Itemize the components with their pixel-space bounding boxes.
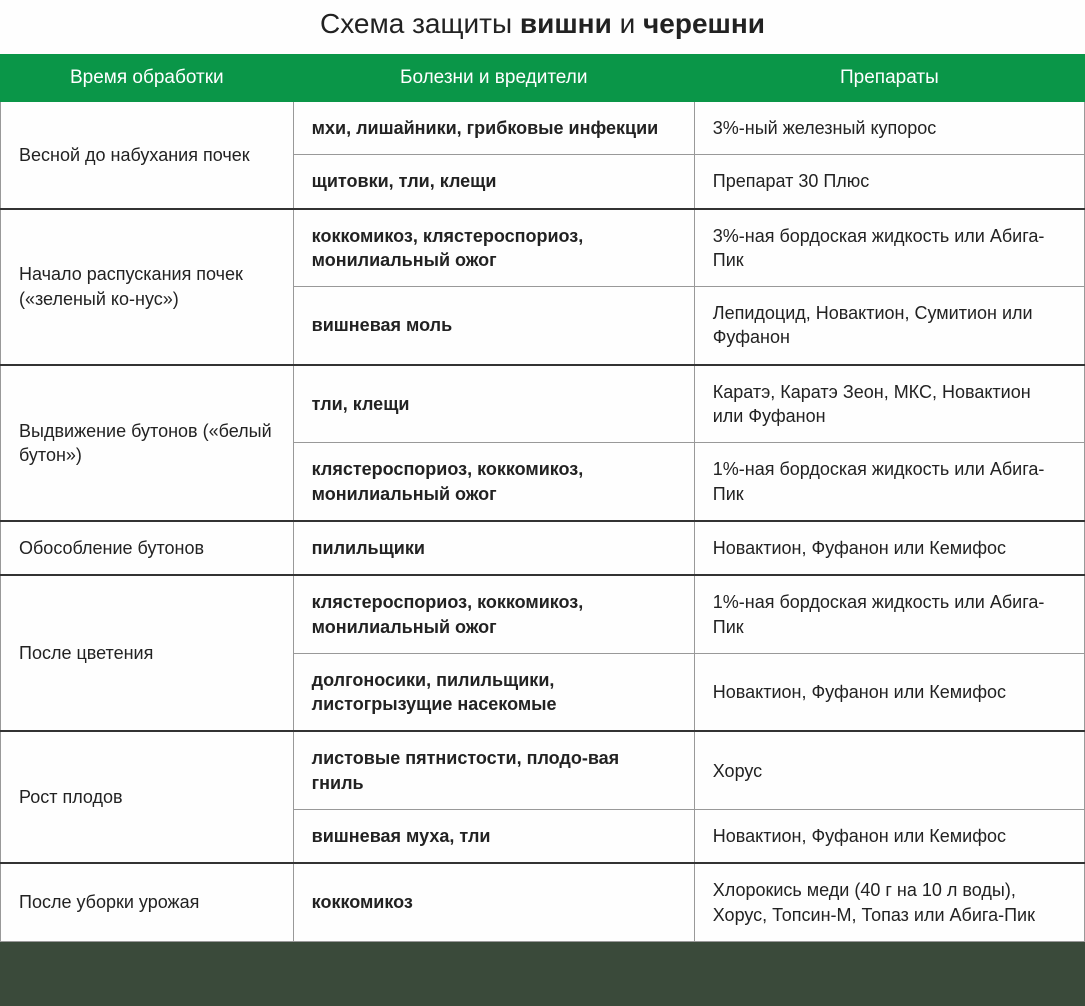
table-header-row: Время обработки Болезни и вредители Преп… [1, 55, 1085, 102]
table-row: Весной до набухания почекмхи, лишайники,… [1, 102, 1085, 155]
cell-prep: 1%-ная бордоская жидкость или Абига-Пик [694, 443, 1084, 521]
cell-prep: 3%-ный железный купорос [694, 102, 1084, 155]
cell-disease: вишневая моль [293, 287, 694, 365]
cell-disease: листовые пятнистости, плодо-вая гниль [293, 731, 694, 809]
title-prefix: Схема защиты [320, 8, 520, 39]
cell-disease: долгоносики, пилильщики, листогрызущие н… [293, 653, 694, 731]
header-timing: Время обработки [1, 55, 294, 102]
title-bold-2: черешни [643, 8, 765, 39]
cell-timing: Выдвижение бутонов («белый бутон») [1, 365, 294, 521]
header-prep: Препараты [694, 55, 1084, 102]
title-bold-1: вишни [520, 8, 612, 39]
cell-timing: Рост плодов [1, 731, 294, 863]
table-row: Рост плодовлистовые пятнистости, плодо-в… [1, 731, 1085, 809]
table-row: После уборки урожаякоккомикозХлорокись м… [1, 863, 1085, 941]
cell-disease: вишневая муха, тли [293, 810, 694, 864]
cell-prep: 1%-ная бордоская жидкость или Абига-Пик [694, 575, 1084, 653]
cell-disease: коккомикоз [293, 863, 694, 941]
table-row: Обособление бутоновпилильщикиНовактион, … [1, 521, 1085, 575]
title-mid: и [612, 8, 643, 39]
table-container: Схема защиты вишни и черешни Время обраб… [0, 0, 1085, 942]
table-body: Весной до набухания почекмхи, лишайники,… [1, 102, 1085, 942]
cell-timing: После цветения [1, 575, 294, 731]
table-row: После цветенияклястероспориоз, коккомико… [1, 575, 1085, 653]
cell-timing: Обособление бутонов [1, 521, 294, 575]
cell-prep: Новактион, Фуфанон или Кемифос [694, 810, 1084, 864]
cell-prep: 3%-ная бордоская жидкость или Абига-Пик [694, 209, 1084, 287]
cell-disease: клястероспориоз, коккомикоз, монилиальны… [293, 443, 694, 521]
page-title: Схема защиты вишни и черешни [0, 0, 1085, 54]
table-row: Выдвижение бутонов («белый бутон»)тли, к… [1, 365, 1085, 443]
table-row: Начало распускания почек («зеленый ко-ну… [1, 209, 1085, 287]
cell-disease: коккомикоз, клястероспориоз, монилиальны… [293, 209, 694, 287]
cell-disease: тли, клещи [293, 365, 694, 443]
cell-prep: Лепидоцид, Новактион, Сумитион или Фуфан… [694, 287, 1084, 365]
cell-timing: Начало распускания почек («зеленый ко-ну… [1, 209, 294, 365]
cell-prep: Новактион, Фуфанон или Кемифос [694, 653, 1084, 731]
cell-timing: Весной до набухания почек [1, 102, 294, 209]
cell-prep: Каратэ, Каратэ Зеон, МКС, Новактион или … [694, 365, 1084, 443]
header-disease: Болезни и вредители [293, 55, 694, 102]
cell-disease: мхи, лишайники, грибковые инфекции [293, 102, 694, 155]
cell-disease: клястероспориоз, коккомикоз, монилиальны… [293, 575, 694, 653]
cell-disease: щитовки, тли, клещи [293, 155, 694, 209]
cell-prep: Хлорокись меди (40 г на 10 л воды), Хору… [694, 863, 1084, 941]
cell-prep: Хорус [694, 731, 1084, 809]
cell-timing: После уборки урожая [1, 863, 294, 941]
cell-disease: пилильщики [293, 521, 694, 575]
cell-prep: Препарат 30 Плюс [694, 155, 1084, 209]
cell-prep: Новактион, Фуфанон или Кемифос [694, 521, 1084, 575]
protection-schedule-table: Время обработки Болезни и вредители Преп… [0, 54, 1085, 942]
